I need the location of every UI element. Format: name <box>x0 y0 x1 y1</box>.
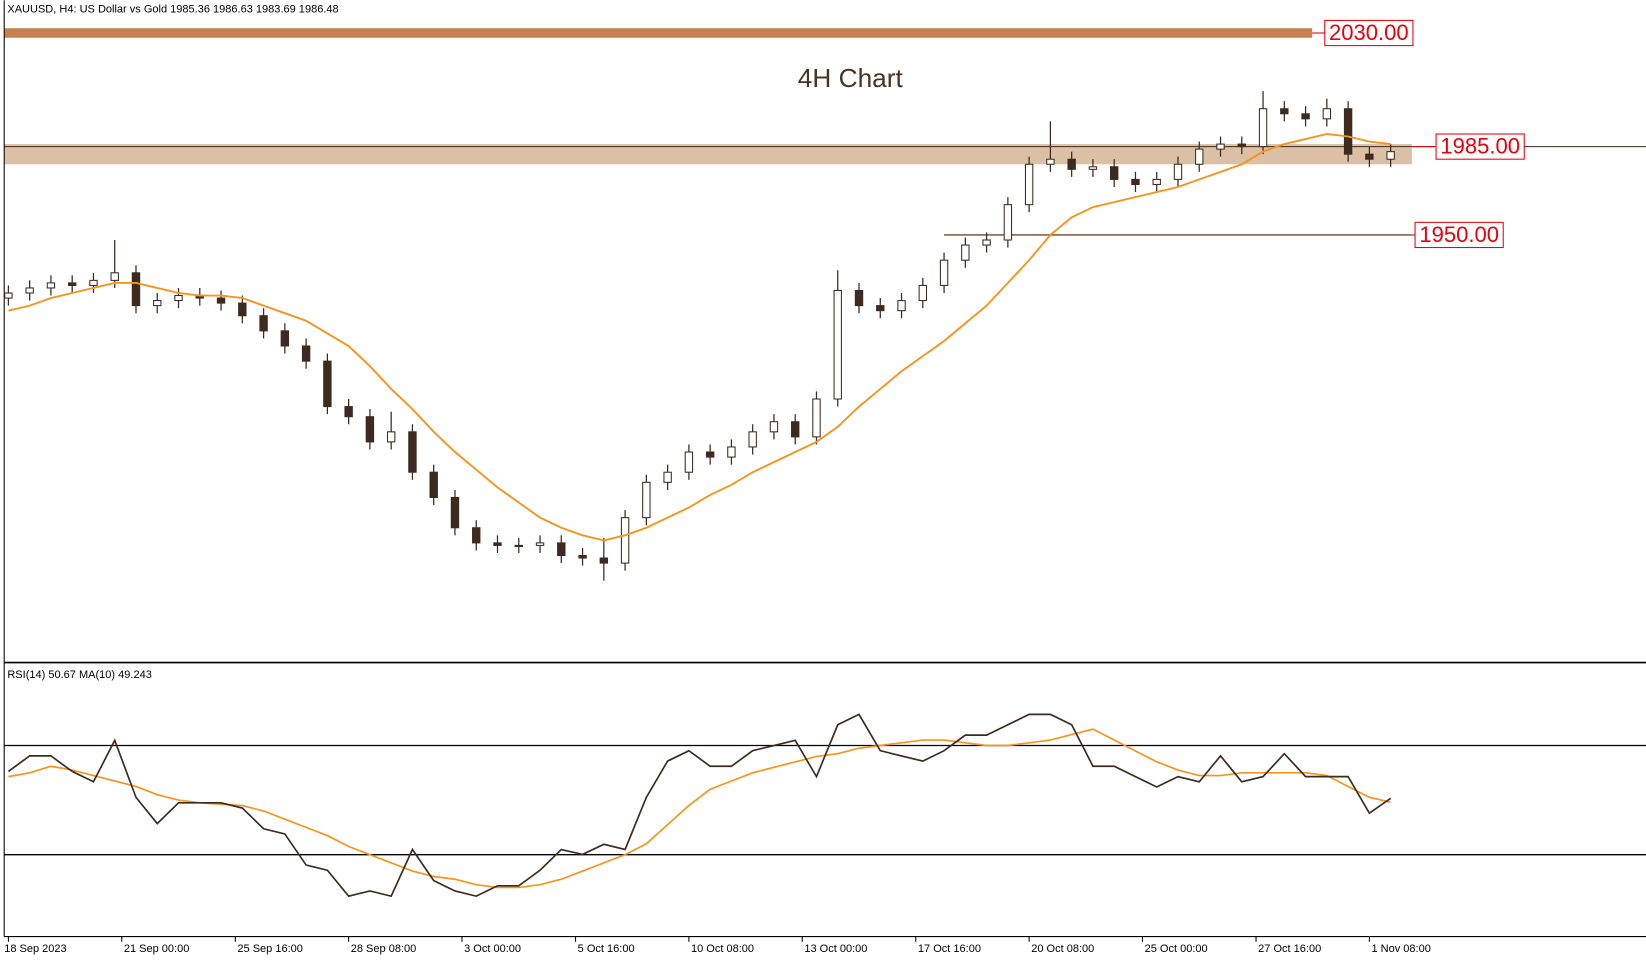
candle-body <box>1216 143 1225 150</box>
candle-body <box>535 542 545 546</box>
level-label-box <box>1324 19 1414 47</box>
x-tick-label: 5 Oct 16:00 <box>578 943 635 955</box>
x-tick-label: 18 Sep 2023 <box>4 943 66 955</box>
candle-body <box>1067 158 1076 170</box>
candle-body <box>1258 108 1268 148</box>
chart-header: XAUUSD, H4: US Dollar vs Gold 1985.36 19… <box>7 4 338 16</box>
x-tick-label: 28 Sep 08:00 <box>351 943 417 955</box>
moving-average <box>8 133 1391 542</box>
candle-body <box>1152 178 1161 185</box>
candle-body <box>1003 204 1013 241</box>
candle-body <box>131 272 141 307</box>
candle-body <box>280 330 290 347</box>
candle-body <box>1131 178 1140 185</box>
candle-body <box>557 542 566 557</box>
candle-body <box>450 496 460 529</box>
candle-body <box>1173 163 1183 180</box>
candle-body <box>897 300 906 312</box>
x-tick-label: 27 Oct 16:00 <box>1258 943 1321 955</box>
candle-body <box>727 446 736 458</box>
rsi-ma-line <box>8 728 1391 889</box>
candle-body <box>939 259 949 286</box>
candle-body <box>642 481 651 519</box>
x-tick-label: 20 Oct 08:00 <box>1031 943 1094 955</box>
rsi-line <box>7 713 1392 898</box>
candle-body <box>1280 108 1289 115</box>
candle-body <box>1195 148 1204 165</box>
level-label: 1950.00 <box>1419 222 1499 247</box>
level-label-box <box>1435 133 1525 160</box>
support-zone <box>4 144 1412 165</box>
candle-body <box>1301 113 1310 120</box>
candle-body <box>365 416 375 443</box>
candle-body <box>1237 143 1246 148</box>
candle-body <box>67 282 77 286</box>
candle-body <box>25 287 34 294</box>
candle-body <box>1322 108 1332 120</box>
candle-body <box>153 300 162 307</box>
candle-body <box>833 289 842 400</box>
candle-body <box>408 431 417 473</box>
candle-body <box>961 244 970 261</box>
candle-body <box>1343 108 1353 155</box>
candle-body <box>854 289 864 307</box>
candle-body <box>46 282 56 289</box>
candle-body <box>982 239 991 246</box>
candle-body <box>684 451 694 473</box>
candle-body <box>1046 158 1055 165</box>
candle-body <box>514 544 523 547</box>
x-tick-label: 21 Sep 00:00 <box>124 943 190 955</box>
candle-body <box>429 471 438 498</box>
candle-body <box>918 284 928 302</box>
candle-body <box>876 305 885 312</box>
candle-body <box>663 471 672 483</box>
candle-body <box>599 557 609 564</box>
candle-body <box>259 315 268 332</box>
chart-title: 4H Chart <box>798 63 904 93</box>
candle-body <box>769 421 779 433</box>
candle-body <box>1365 153 1374 160</box>
candle-body <box>791 421 800 438</box>
candle-body <box>705 451 715 458</box>
rsi-header: RSI(14) 50.67 MA(10) 49.243 <box>7 669 152 681</box>
candle-body <box>89 279 98 286</box>
x-tick-label: 25 Oct 00:00 <box>1145 943 1208 955</box>
candle-body <box>386 431 396 443</box>
candle-body <box>620 517 630 564</box>
x-tick-label: 17 Oct 16:00 <box>918 943 981 955</box>
candle-body <box>472 527 481 544</box>
x-tick-label: 13 Oct 00:00 <box>804 943 867 955</box>
candle-body <box>344 406 353 418</box>
candle-body <box>578 554 587 559</box>
level-label: 2030.00 <box>1329 20 1409 45</box>
candle-body <box>4 292 13 299</box>
candle-body <box>1024 163 1034 206</box>
candle-body <box>238 302 247 317</box>
candle-body <box>812 398 821 438</box>
candle-body <box>301 345 311 362</box>
x-tick-label: 1 Nov 08:00 <box>1371 943 1430 955</box>
candle-body <box>174 294 183 302</box>
candle-body <box>1088 166 1098 170</box>
candle-body <box>1109 166 1119 180</box>
level-label: 1985.00 <box>1440 133 1520 158</box>
x-tick-label: 10 Oct 08:00 <box>691 943 754 955</box>
level-label-box <box>1414 221 1504 249</box>
candle-body <box>493 542 502 546</box>
candle-body <box>110 272 119 281</box>
candle-body <box>216 297 226 304</box>
candle-body <box>1386 151 1395 160</box>
candle-body <box>748 431 757 448</box>
x-tick-label: 3 Oct 00:00 <box>464 943 521 955</box>
x-tick-label: 25 Sep 16:00 <box>237 943 303 955</box>
candle-body <box>323 360 332 408</box>
